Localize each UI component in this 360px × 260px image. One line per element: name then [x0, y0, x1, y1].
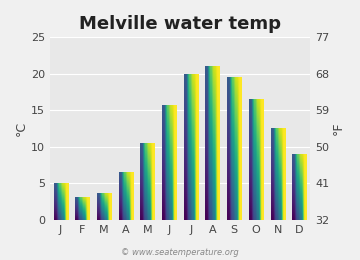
Y-axis label: °F: °F	[332, 122, 345, 135]
Y-axis label: °C: °C	[15, 121, 28, 136]
Text: © www.seatemperature.org: © www.seatemperature.org	[121, 248, 239, 257]
Title: Melville water temp: Melville water temp	[79, 15, 281, 33]
